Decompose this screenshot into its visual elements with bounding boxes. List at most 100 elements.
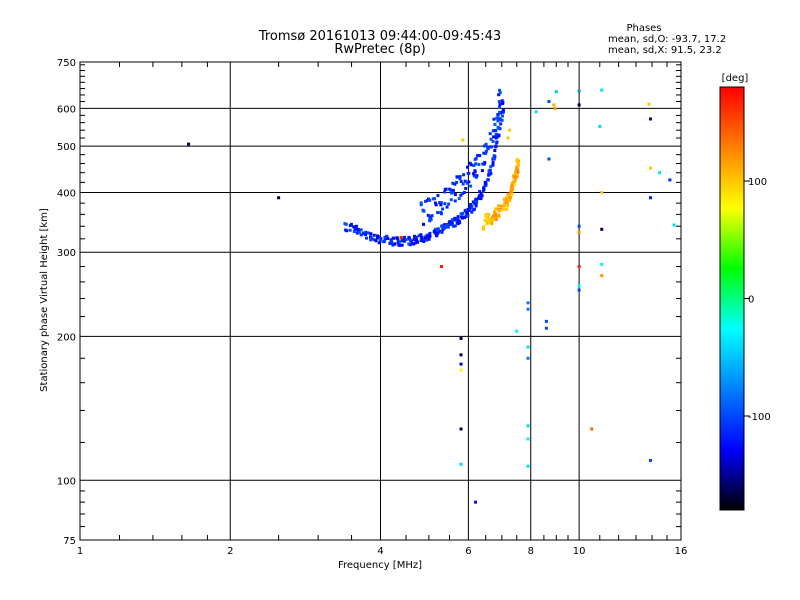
data-point xyxy=(459,462,463,466)
data-point xyxy=(451,188,455,192)
data-point xyxy=(364,230,368,234)
data-point xyxy=(433,227,437,231)
data-point xyxy=(459,212,463,216)
data-point xyxy=(496,119,500,123)
data-point xyxy=(577,265,581,269)
x-tick-label: 8 xyxy=(528,546,534,557)
data-point xyxy=(668,178,672,182)
data-point xyxy=(484,182,488,186)
data-point xyxy=(421,208,425,212)
data-point xyxy=(649,117,653,121)
data-point xyxy=(399,236,403,240)
data-point xyxy=(425,238,429,242)
data-point xyxy=(392,236,396,240)
data-point xyxy=(526,307,530,311)
data-point xyxy=(517,159,521,163)
data-point xyxy=(502,204,506,208)
data-point xyxy=(345,229,349,233)
data-point xyxy=(369,236,373,240)
y-tick-label: 300 xyxy=(57,248,76,259)
data-point xyxy=(497,100,501,104)
data-point xyxy=(496,213,500,217)
data-point xyxy=(378,239,382,243)
data-point xyxy=(446,225,450,229)
data-point xyxy=(513,178,517,182)
y-tick-label: 600 xyxy=(57,104,76,115)
data-point xyxy=(513,176,517,180)
data-point xyxy=(451,190,455,194)
data-point xyxy=(577,230,581,234)
data-point xyxy=(490,145,494,149)
data-point xyxy=(649,196,653,200)
data-point xyxy=(600,190,604,194)
data-point xyxy=(459,362,463,366)
data-point xyxy=(491,161,495,165)
data-point xyxy=(481,227,485,231)
data-point xyxy=(419,239,423,243)
data-point xyxy=(503,201,507,205)
data-point xyxy=(499,204,503,208)
data-point xyxy=(483,218,487,222)
data-point xyxy=(364,232,368,236)
data-point xyxy=(377,241,381,245)
x-axis-label: Frequency [MHz] xyxy=(338,560,422,571)
x-tick-label: 16 xyxy=(675,546,688,557)
data-point xyxy=(356,229,360,233)
data-point xyxy=(422,222,426,226)
data-point xyxy=(649,166,653,170)
data-point xyxy=(455,180,459,184)
data-point xyxy=(600,88,604,92)
data-point xyxy=(488,145,492,149)
data-point xyxy=(452,224,456,228)
data-point xyxy=(494,216,498,220)
data-point xyxy=(468,208,472,212)
data-point xyxy=(492,218,496,222)
data-point xyxy=(498,103,502,107)
data-point xyxy=(515,329,519,333)
data-point xyxy=(461,138,465,142)
data-point xyxy=(415,240,419,244)
data-point xyxy=(479,194,483,198)
data-point xyxy=(440,224,444,228)
data-point xyxy=(402,239,406,243)
data-point xyxy=(513,182,517,186)
data-point xyxy=(449,221,453,225)
data-point xyxy=(472,174,476,178)
data-point xyxy=(494,217,498,221)
data-point xyxy=(442,223,446,227)
data-point xyxy=(484,142,488,146)
data-point xyxy=(357,231,361,235)
data-point xyxy=(510,183,514,187)
data-point xyxy=(398,243,402,247)
data-point xyxy=(501,109,505,113)
data-point xyxy=(412,242,416,246)
data-point xyxy=(494,213,498,217)
data-point xyxy=(455,175,459,179)
data-point xyxy=(352,230,356,234)
data-point xyxy=(506,204,510,208)
data-point xyxy=(459,336,463,340)
data-point xyxy=(445,223,449,227)
data-point xyxy=(472,164,476,168)
data-point xyxy=(526,437,530,441)
data-point xyxy=(489,137,493,141)
data-point xyxy=(577,224,581,228)
data-point xyxy=(506,136,510,140)
data-point xyxy=(481,225,485,229)
colorbar-tick-label: -100 xyxy=(748,412,771,423)
data-point xyxy=(453,182,457,186)
data-point xyxy=(473,169,477,173)
data-point xyxy=(455,217,459,221)
data-point xyxy=(447,202,451,206)
data-point xyxy=(385,234,389,238)
data-point xyxy=(362,231,366,235)
data-point xyxy=(383,235,387,239)
data-point xyxy=(396,237,400,241)
data-point xyxy=(494,145,498,149)
data-point xyxy=(369,238,373,242)
data-point xyxy=(482,151,486,155)
data-point xyxy=(419,201,423,205)
data-point xyxy=(462,215,466,219)
data-point xyxy=(438,201,442,205)
